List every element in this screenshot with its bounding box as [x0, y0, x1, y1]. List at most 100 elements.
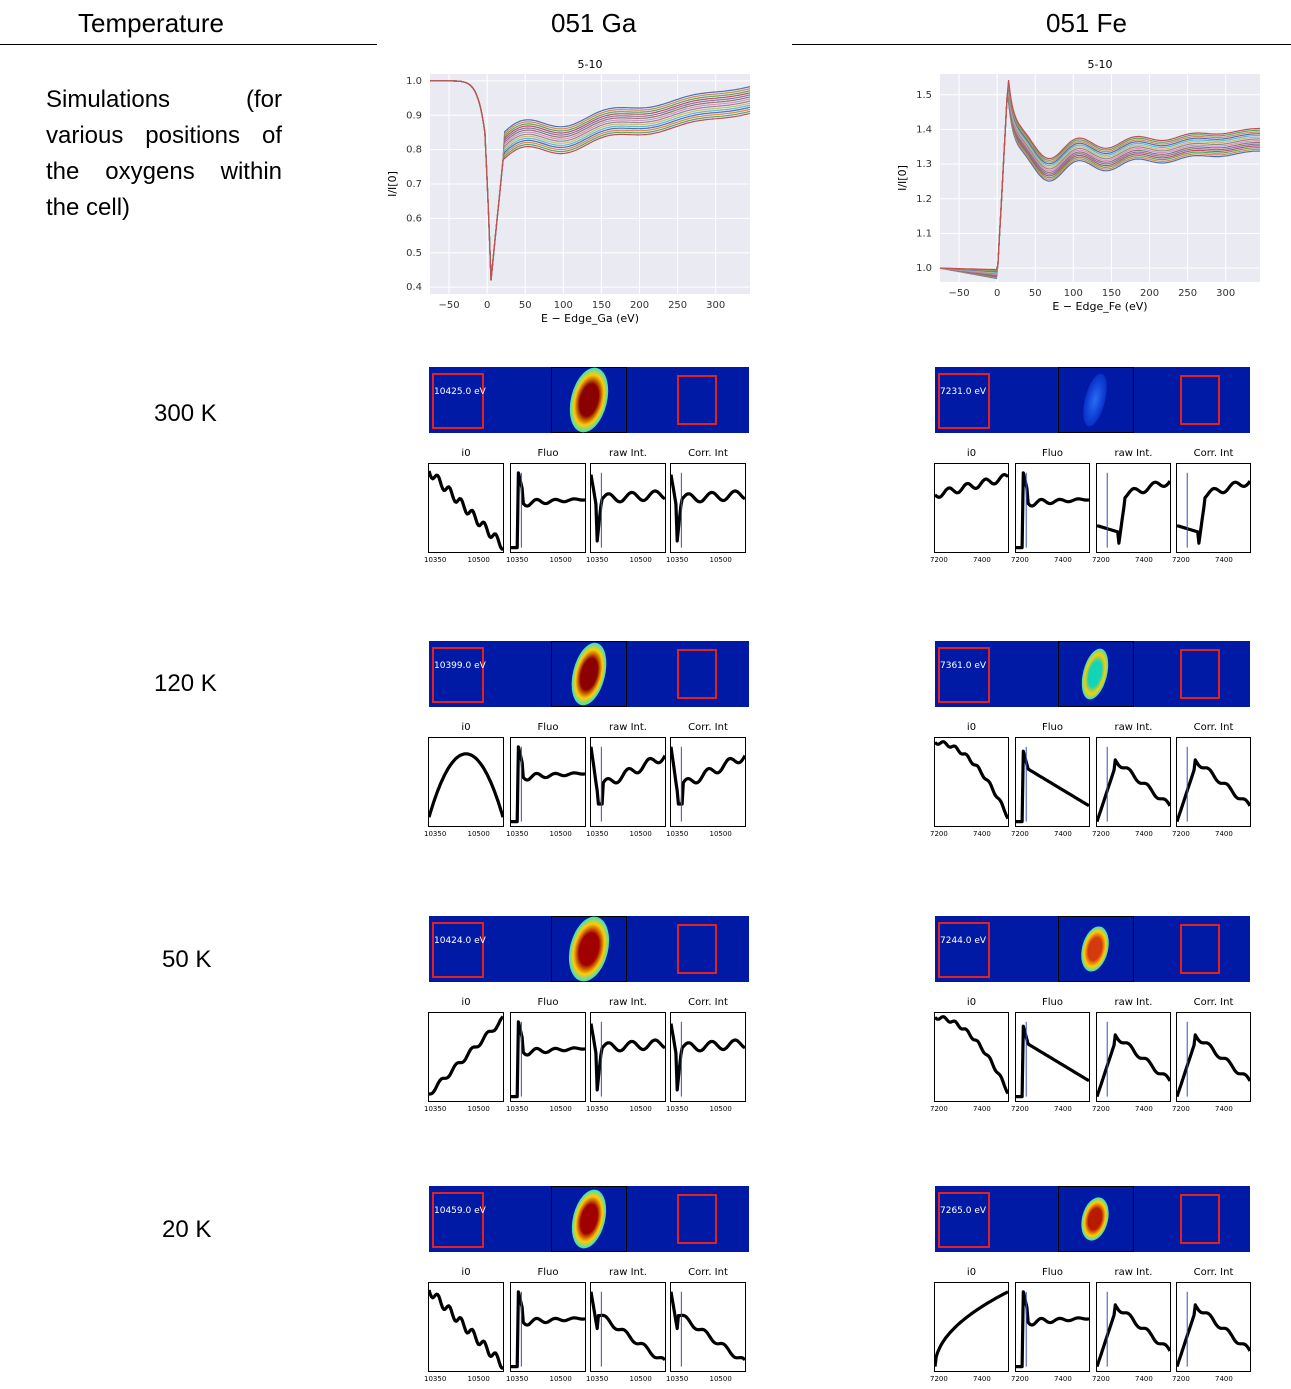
- x-tick-label: 200: [630, 300, 649, 311]
- x-tick-label: 200: [1140, 288, 1159, 299]
- x-tick-label: 10500: [629, 556, 652, 564]
- energy-label: 7231.0 eV: [940, 387, 987, 397]
- x-tick-label: 7400: [1215, 1105, 1233, 1113]
- panel-title: Corr. Int: [1193, 722, 1234, 733]
- panel-title: Corr. Int: [688, 1267, 728, 1278]
- x-tick-label: 50: [1029, 288, 1042, 299]
- center-roi-box: [1058, 1186, 1134, 1252]
- fe-panel-i0: [933, 1282, 1009, 1372]
- sim-xlabel: E − Edge_Fe (eV): [1052, 300, 1147, 313]
- x-tick-label: 7400: [1054, 1105, 1072, 1113]
- panel-title: raw Int.: [1114, 722, 1153, 733]
- temp-label-20: 20 K: [162, 1216, 212, 1243]
- ga-panel-i0: [427, 463, 504, 553]
- panel-title: raw Int.: [609, 997, 647, 1008]
- x-tick-label: 10500: [709, 556, 732, 564]
- x-tick-label: 7200: [1172, 556, 1190, 564]
- x-tick-label: 10350: [424, 1375, 447, 1383]
- x-tick-label: 7400: [973, 830, 991, 838]
- panel-title: raw Int.: [1114, 997, 1153, 1008]
- x-tick-label: 0: [484, 300, 490, 311]
- x-tick-label: 7200: [1172, 1375, 1190, 1383]
- x-tick-label: 7200: [930, 1375, 948, 1383]
- panel-plot: [933, 1290, 1009, 1367]
- ga-panel-raw: [589, 1012, 666, 1102]
- panel-plot: [589, 472, 666, 548]
- x-tick-label: 7200: [1092, 1375, 1110, 1383]
- ga-panel-i0: [428, 1012, 505, 1102]
- ga-panel-fluo: [510, 1282, 586, 1372]
- x-tick-label: 10350: [424, 1105, 447, 1113]
- roi-right-box: [677, 1194, 717, 1244]
- panel-title: Corr. Int: [1193, 997, 1234, 1008]
- y-tick-label: 0.4: [406, 282, 422, 293]
- ga-panel-corr: [669, 1282, 747, 1372]
- ga-panel-i0: [427, 737, 505, 827]
- panel-curve: [669, 1291, 747, 1361]
- roi-right-box: [1180, 649, 1220, 699]
- center-roi-box: [551, 641, 627, 707]
- x-tick-label: 300: [1216, 288, 1235, 299]
- x-tick-label: 7400: [1215, 830, 1233, 838]
- y-tick-label: 1.0: [406, 76, 422, 87]
- panel-plot: [1015, 1290, 1090, 1369]
- fe-panel-i0: [933, 737, 1010, 827]
- fe-panel-corr: [1175, 737, 1252, 827]
- panel-plot: [510, 1290, 586, 1369]
- panel-curve: [589, 1023, 666, 1092]
- ga-detector-image: 10399.0 eV: [429, 641, 749, 707]
- sim-title: 5-10: [1088, 58, 1113, 71]
- sim-ylabel: I/I[0]: [896, 165, 909, 191]
- panel-curve: [1095, 758, 1172, 823]
- panel-curve: [1096, 480, 1172, 545]
- sim-ylabel: I/I[0]: [386, 171, 399, 197]
- fe-panel-corr: [1175, 1012, 1252, 1102]
- x-tick-label: 7200: [1092, 830, 1110, 838]
- header-rule-right: [888, 44, 1291, 45]
- x-tick-label: 7400: [973, 1375, 991, 1383]
- panel-plot: [510, 1020, 586, 1099]
- simulation-curve: [939, 92, 1261, 275]
- panel-plot: [1175, 746, 1252, 823]
- panel-curve: [1175, 758, 1252, 823]
- x-tick-label: 100: [1064, 288, 1083, 299]
- x-tick-label: 7200: [1092, 556, 1110, 564]
- panel-curve: [669, 474, 746, 543]
- x-tick-label: 7400: [1135, 830, 1153, 838]
- x-tick-label: −50: [438, 300, 459, 311]
- fe-panel-i0: [933, 1012, 1010, 1102]
- panel-plot: [427, 752, 505, 818]
- panel-plot: [1015, 746, 1090, 824]
- panel-plot: [589, 746, 667, 822]
- y-tick-label: 0.8: [406, 145, 422, 156]
- simulation-curve: [939, 93, 1260, 277]
- simulation-curve: [430, 80, 751, 281]
- roi-left-box: [938, 647, 990, 703]
- panel-title: raw Int.: [1114, 448, 1153, 459]
- panel-plot: [1176, 472, 1252, 548]
- x-tick-label: 7200: [1011, 556, 1029, 564]
- x-tick-label: 7200: [1172, 1105, 1190, 1113]
- roi-right-box: [1180, 924, 1220, 974]
- x-tick-label: 7400: [1054, 830, 1072, 838]
- energy-label: 10424.0 eV: [434, 936, 486, 946]
- x-tick-label: 7400: [1054, 556, 1072, 564]
- panel-plot: [1175, 1291, 1252, 1368]
- x-tick-label: 7400: [1215, 556, 1233, 564]
- x-tick-label: 10500: [549, 1105, 572, 1113]
- x-tick-label: 7200: [930, 830, 948, 838]
- y-tick-label: 1.1: [916, 228, 932, 239]
- fe-panel-fluo: [1015, 1012, 1090, 1102]
- x-tick-label: 10350: [586, 1105, 609, 1113]
- fe-detector-image: 7231.0 eV: [935, 367, 1250, 433]
- x-tick-label: 10350: [424, 556, 447, 564]
- x-tick-label: 7400: [1054, 1375, 1072, 1383]
- panel-plot: [933, 740, 1010, 820]
- panel-curve: [1176, 480, 1252, 545]
- x-tick-label: 10500: [467, 1375, 490, 1383]
- panel-title: i0: [461, 448, 471, 459]
- roi-right-box: [677, 649, 717, 699]
- ga-simulation-plot: −50 0 50 100 150 200 250 300 0.4 0.5 0.6 0.7 0.8 0.9 1…: [386, 58, 751, 325]
- ga-panel-raw: [589, 737, 667, 827]
- x-tick-label: 7200: [1172, 830, 1190, 838]
